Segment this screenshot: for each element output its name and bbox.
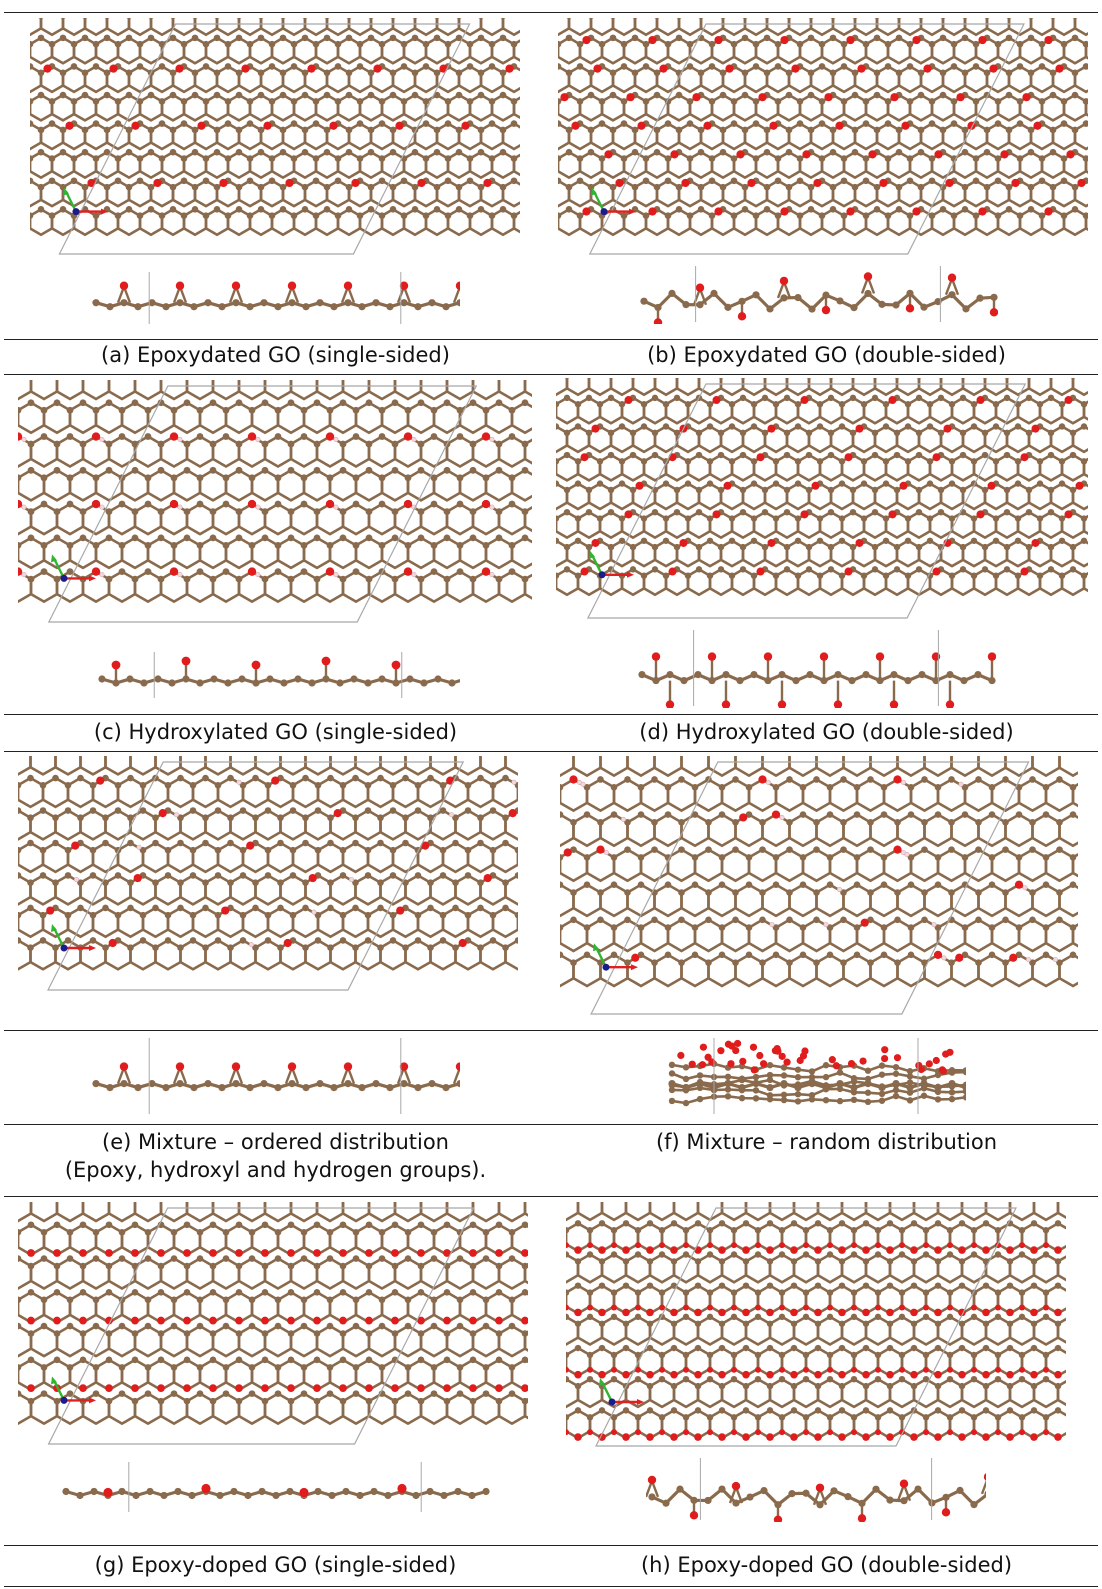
oxygen-atoms: [580, 396, 1084, 576]
oxygen-atoms: [18, 432, 491, 576]
caption-g: (g) Epoxy-doped GO (single-sided): [94, 1553, 457, 1577]
rule-after-row-3-drawings: [4, 1124, 1098, 1125]
lattice-d-top: [556, 378, 1088, 619]
caption-d: (d) Hydroxylated GO (double-sided): [639, 720, 1014, 744]
rule-after-row-2-drawings: [4, 714, 1098, 715]
carbon-atoms: [18, 399, 529, 583]
side-b: [640, 266, 998, 324]
lattice-b-top: [558, 18, 1088, 255]
unit-cell-outline: [588, 23, 1025, 255]
caption-e-line-2: (Epoxy, hydroxyl and hydrogen groups).: [64, 1158, 487, 1182]
unit-cell-outline: [58, 23, 471, 255]
side-h: [646, 1458, 986, 1522]
unit-cell-outline: [586, 383, 1027, 619]
hydrogen-atoms: [576, 779, 1058, 963]
hydrogen-atoms: [73, 779, 517, 948]
oxygen-atoms: [563, 775, 1024, 962]
side-chain: [638, 630, 996, 708]
carbon-bonds: [18, 1202, 528, 1426]
side-chain: [92, 272, 460, 324]
hydrogen-atoms: [21, 437, 495, 578]
panel-a-side-view: [90, 270, 460, 326]
unit-cell-outline: [595, 1207, 1017, 1447]
lattice-g-top: [18, 1202, 528, 1445]
caption-c: (c) Hydroxylated GO (single-sided): [93, 720, 458, 744]
unit-cell-outline: [47, 761, 465, 991]
panel-c-top-view: [18, 380, 532, 628]
rule-after-row-2-captions: [4, 751, 1098, 752]
caption-b: (b) Epoxydated GO (double-sided): [647, 343, 1006, 367]
panel-g-side-view: [60, 1460, 490, 1514]
carbon-atoms: [560, 776, 1077, 966]
caption-e-line-1: (e) Mixture – ordered distribution: [102, 1130, 449, 1154]
top-rule: [4, 12, 1098, 13]
axis-triad-icon: [51, 554, 96, 582]
axis-triad-icon: [51, 924, 96, 952]
axis-triad-icon: [599, 1378, 644, 1406]
panel-d-side-view: [636, 628, 996, 708]
carbon-atoms: [18, 1221, 528, 1405]
caption-e: (e) Mixture – ordered distribution (Epox…: [0, 1128, 551, 1184]
lattice-a-top: [30, 18, 520, 255]
rule-after-row-4-drawings: [4, 1545, 1098, 1546]
side-chain: [98, 652, 460, 698]
carbon-atoms: [558, 18, 1088, 219]
side-c: [98, 652, 460, 698]
oxygen-atoms: [566, 1242, 1062, 1441]
side-e: [92, 1038, 460, 1114]
side-a: [92, 272, 460, 324]
axis-triad-icon: [51, 1376, 96, 1404]
oxygen-atoms: [560, 35, 1086, 216]
carbon-atoms: [30, 18, 518, 219]
caption-f: (f) Mixture – random distribution: [655, 1130, 998, 1154]
unit-cell-outline: [47, 385, 478, 623]
oxygen-atoms: [46, 776, 517, 948]
carbon-atoms: [566, 1202, 1062, 1421]
unit-cell-outline: [47, 1207, 475, 1445]
side-f: [668, 1038, 966, 1114]
side-chain: [646, 1458, 986, 1522]
rule-after-row-1-captions: [4, 374, 1098, 375]
rule-after-row-3-captions: [4, 1196, 1098, 1197]
unit-cell-outline: [590, 761, 1030, 1015]
caption-a: (a) Epoxydated GO (single-sided): [101, 343, 450, 367]
panel-e-side-view: [90, 1036, 460, 1116]
panel-e-top-view: [18, 756, 518, 996]
lattice-f-top: [560, 756, 1078, 1015]
panel-h-top-view: [566, 1202, 1066, 1452]
panel-c-side-view: [96, 650, 460, 700]
axis-triad-icon: [589, 550, 634, 579]
side-chain: [668, 1038, 966, 1114]
carbon-atoms: [556, 378, 1088, 579]
panel-a-top-view: [30, 18, 520, 260]
panel-b-top-view: [558, 18, 1088, 260]
panel-f-side-view: [666, 1036, 966, 1116]
axis-triad-icon: [591, 187, 636, 216]
side-chain: [62, 1462, 490, 1512]
panel-d-top-view: [556, 378, 1088, 624]
panel-b-side-view: [638, 264, 998, 324]
rule-between-row-3-views: [4, 1030, 1098, 1031]
lattice-c-top: [18, 380, 532, 623]
carbon-bonds: [560, 756, 1078, 988]
axis-triad-icon: [63, 187, 108, 216]
lattice-e-top: [18, 756, 518, 991]
side-chain: [640, 266, 998, 324]
panel-g-top-view: [18, 1202, 528, 1450]
oxygen-atoms: [27, 1249, 528, 1393]
rule-after-row-1-drawings: [4, 339, 1098, 340]
carbon-atoms: [18, 756, 518, 951]
lattice-h-top: [566, 1202, 1066, 1447]
axis-triad-icon: [593, 943, 638, 971]
caption-h: (h) Epoxy-doped GO (double-sided): [640, 1553, 1013, 1577]
bottom-rule: [4, 1586, 1098, 1587]
panel-h-side-view: [646, 1456, 986, 1522]
side-chain: [92, 1038, 460, 1114]
side-d: [638, 630, 996, 708]
panel-f-top-view: [560, 756, 1078, 1020]
side-g: [62, 1462, 490, 1512]
